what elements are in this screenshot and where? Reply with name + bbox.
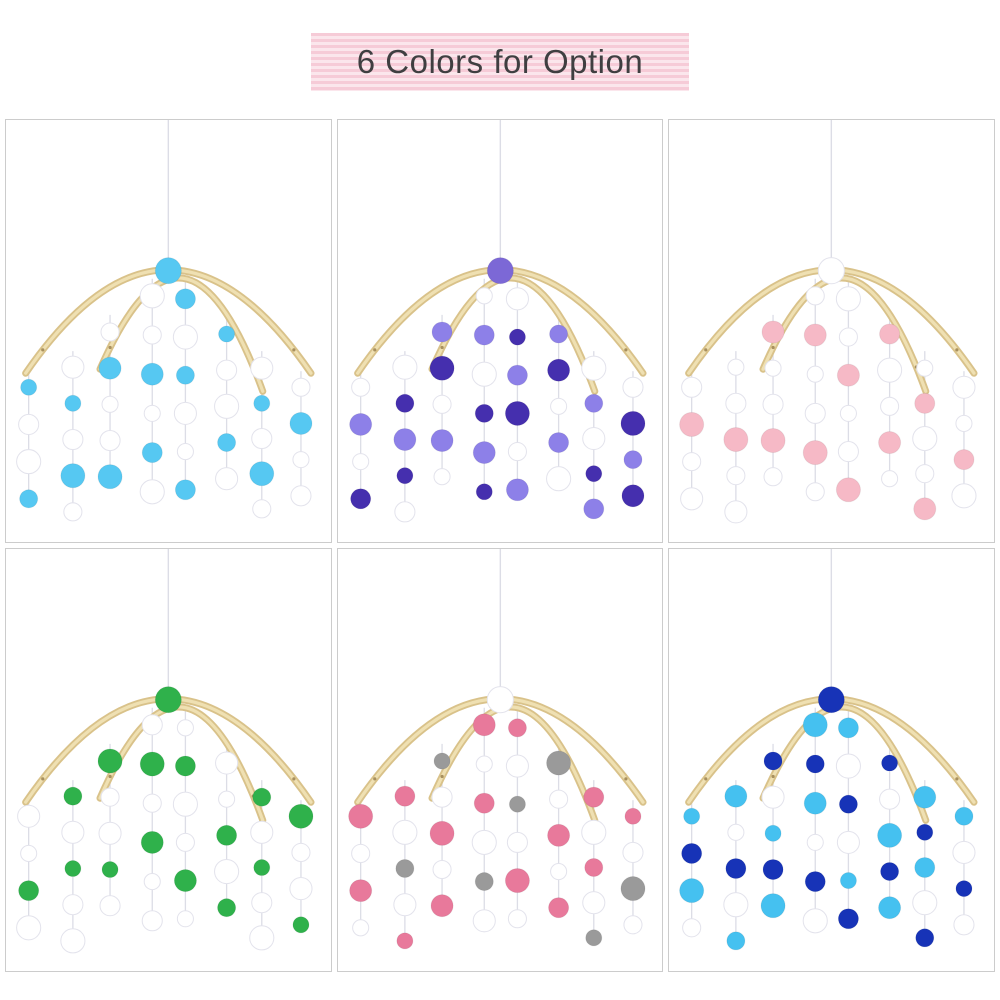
product-variant-panel-pink-gray-white — [336, 548, 664, 972]
product-variant-panel-purple-white — [336, 119, 664, 543]
mobile-illustration-pink-gray-white — [347, 549, 647, 950]
mobile-illustration-pink-white — [679, 120, 978, 524]
pompom-balls — [679, 286, 977, 524]
pompom-balls — [348, 287, 646, 523]
product-variant-panel-green-white — [5, 548, 332, 972]
apex-pompom — [818, 686, 846, 714]
apex-pompom — [486, 257, 514, 285]
apex-pompom — [486, 686, 514, 714]
mobile-illustration-purple-white — [348, 120, 647, 523]
pompom-balls — [16, 714, 314, 954]
mobile-illustration-navy-skyblue-white — [679, 549, 978, 951]
product-grid — [0, 119, 1000, 972]
mobile-illustration-blue-white — [16, 120, 315, 522]
product-variant-panel-blue-white — [5, 119, 332, 543]
pompom-balls — [347, 713, 646, 950]
apex-pompom — [154, 257, 182, 285]
product-variant-panel-navy-skyblue-white — [668, 548, 995, 972]
pompom-balls — [679, 712, 976, 951]
banner-title: 6 Colors for Option — [356, 43, 644, 80]
product-variant-panel-pink-white — [668, 119, 995, 543]
apex-pompom — [818, 257, 846, 285]
apex-pompom — [154, 686, 182, 714]
mobile-illustration-green-white — [16, 549, 315, 954]
pompom-balls — [16, 283, 313, 522]
option-banner: 6 Colors for Option — [311, 33, 689, 91]
